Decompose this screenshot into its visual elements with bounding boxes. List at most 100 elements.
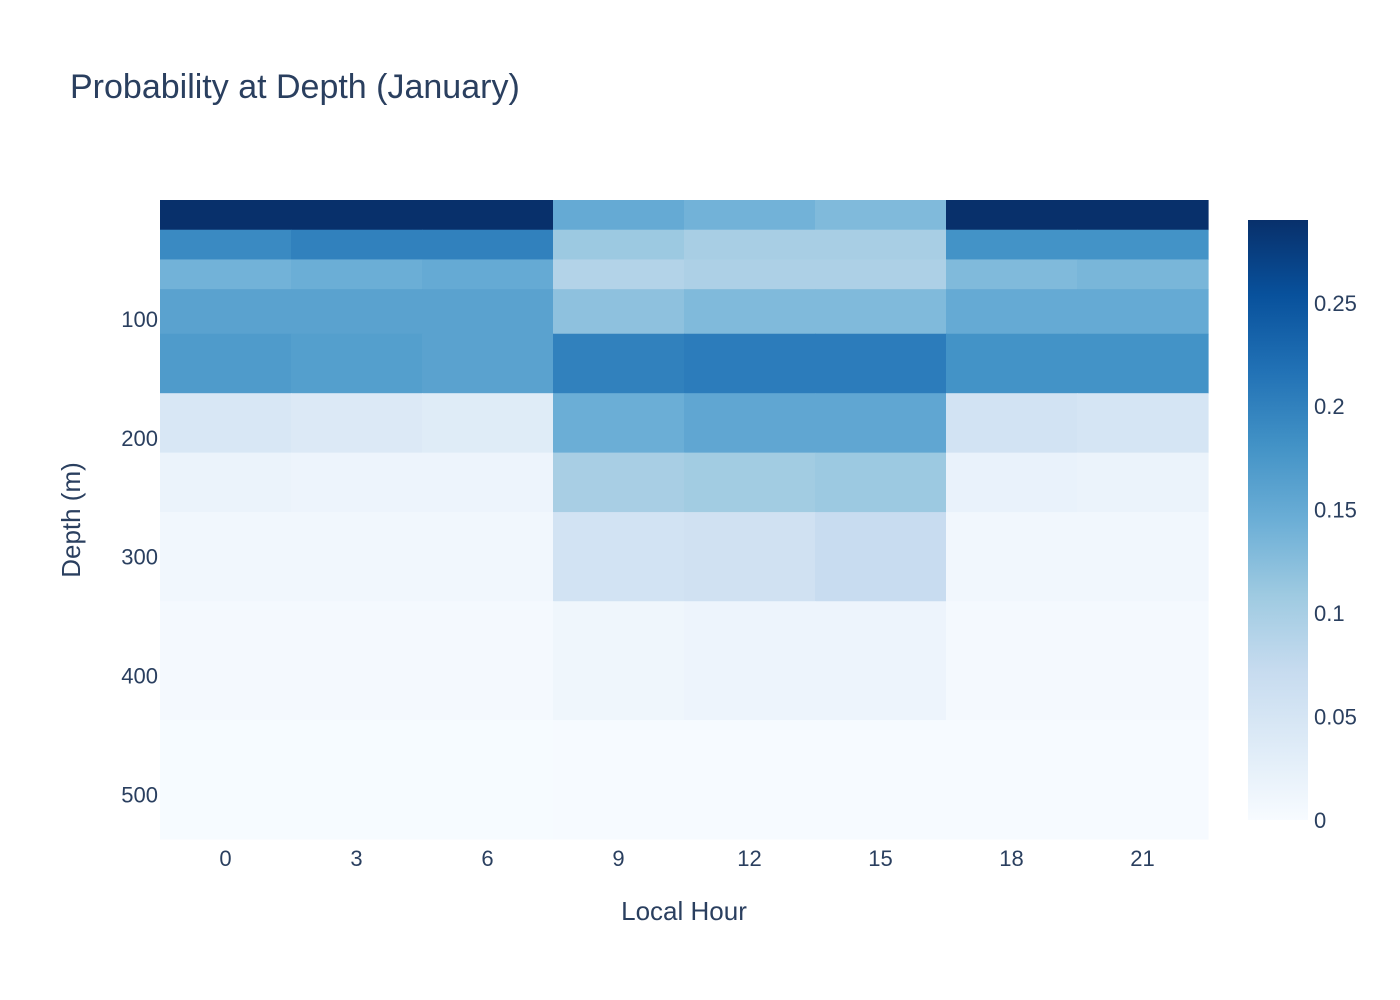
heatmap-cell <box>815 720 947 840</box>
heatmap-cell <box>684 720 816 840</box>
heatmap-cell <box>160 601 292 721</box>
heatmap-cell <box>815 452 947 513</box>
x-axis-ticks: 0 3 6 9 12 15 18 21 <box>219 846 1154 871</box>
heatmap-cell <box>815 259 947 290</box>
x-tick-label: 15 <box>868 846 892 871</box>
heatmap-cell <box>946 259 1078 290</box>
heatmap-cell <box>291 452 423 513</box>
heatmap-cell <box>553 259 685 290</box>
heatmap-cell <box>815 200 947 231</box>
heatmap-cell <box>553 289 685 335</box>
heatmap-cell <box>553 512 685 602</box>
y-tick-label: 200 <box>121 426 158 451</box>
heatmap-cell <box>553 601 685 721</box>
heatmap-cell <box>422 393 554 454</box>
colorbar-tick-label: 0.05 <box>1314 705 1357 730</box>
heatmap-cell <box>1077 512 1209 602</box>
heatmap-cell <box>553 229 685 261</box>
heatmap-cell <box>684 452 816 513</box>
heatmap-cell <box>946 289 1078 335</box>
heatmap-cell <box>160 200 292 231</box>
heatmap-cell <box>946 393 1078 454</box>
heatmap-cell <box>684 601 816 721</box>
x-tick-label: 21 <box>1130 846 1154 871</box>
x-axis-title: Local Hour <box>621 896 747 926</box>
heatmap-cell <box>946 229 1078 261</box>
x-tick-label: 3 <box>350 846 362 871</box>
heatmap-cell <box>160 229 292 261</box>
heatmap-cell <box>160 452 292 513</box>
heatmap-cell <box>422 601 554 721</box>
heatmap-cell <box>1077 452 1209 513</box>
heatmap-cell <box>684 200 816 231</box>
heatmap-cell <box>815 333 947 394</box>
heatmap-cells <box>160 200 1209 840</box>
chart-title: Probability at Depth (January) <box>70 68 520 106</box>
heatmap-cell <box>160 259 292 290</box>
heatmap-cell <box>946 601 1078 721</box>
heatmap-cell <box>684 333 816 394</box>
heatmap-cell <box>160 333 292 394</box>
heatmap-cell <box>291 229 423 261</box>
heatmap-cell <box>291 259 423 290</box>
heatmap-cell <box>815 289 947 335</box>
heatmap-cell <box>422 452 554 513</box>
heatmap-cell <box>1077 289 1209 335</box>
x-tick-label: 0 <box>219 846 231 871</box>
heatmap-cell <box>1077 720 1209 840</box>
heatmap-cell <box>160 289 292 335</box>
heatmap-cell <box>291 601 423 721</box>
heatmap-cell <box>160 512 292 602</box>
y-tick-label: 100 <box>121 307 158 332</box>
heatmap-cell <box>422 720 554 840</box>
colorbar-tick-label: 0.2 <box>1314 394 1345 419</box>
x-tick-label: 18 <box>999 846 1023 871</box>
heatmap-cell <box>946 452 1078 513</box>
heatmap-cell <box>684 229 816 261</box>
heatmap-cell <box>553 333 685 394</box>
heatmap-cell <box>291 333 423 394</box>
heatmap-cell <box>553 720 685 840</box>
colorbar-ticks: 0 0.05 0.1 0.15 0.2 0.25 <box>1314 291 1357 833</box>
heatmap-cell <box>1077 393 1209 454</box>
heatmap-cell <box>684 512 816 602</box>
heatmap-cell <box>1077 229 1209 261</box>
heatmap-cell <box>291 720 423 840</box>
heatmap-cell <box>1077 200 1209 231</box>
heatmap-cell <box>291 289 423 335</box>
heatmap-cell <box>815 601 947 721</box>
colorbar <box>1248 220 1308 820</box>
heatmap-cell <box>291 512 423 602</box>
heatmap-cell <box>815 393 947 454</box>
heatmap-cell <box>553 452 685 513</box>
y-tick-label: 500 <box>121 782 158 807</box>
colorbar-tick-label: 0 <box>1314 808 1326 833</box>
x-tick-label: 12 <box>737 846 761 871</box>
y-axis-ticks: 100 200 300 400 500 <box>121 307 158 808</box>
heatmap-cell <box>291 393 423 454</box>
heatmap-cell <box>553 393 685 454</box>
heatmap-cell <box>815 512 947 602</box>
heatmap-cell <box>1077 601 1209 721</box>
y-tick-label: 300 <box>121 545 158 570</box>
x-tick-label: 9 <box>612 846 624 871</box>
heatmap-cell <box>291 200 423 231</box>
heatmap-cell <box>422 289 554 335</box>
heatmap-cell <box>684 289 816 335</box>
colorbar-tick-label: 0.25 <box>1314 291 1357 316</box>
colorbar-tick-label: 0.1 <box>1314 601 1345 626</box>
heatmap-cell <box>684 259 816 290</box>
heatmap-cell <box>553 200 685 231</box>
heatmap-cell <box>946 333 1078 394</box>
heatmap-cell <box>422 200 554 231</box>
heatmap-cell <box>422 259 554 290</box>
heatmap-cell <box>422 333 554 394</box>
heatmap-cell <box>815 229 947 261</box>
heatmap-cell <box>946 720 1078 840</box>
y-tick-label: 400 <box>121 664 158 689</box>
heatmap-cell <box>422 229 554 261</box>
heatmap-cell <box>1077 333 1209 394</box>
x-tick-label: 6 <box>481 846 493 871</box>
y-axis-title: Depth (m) <box>56 462 86 578</box>
